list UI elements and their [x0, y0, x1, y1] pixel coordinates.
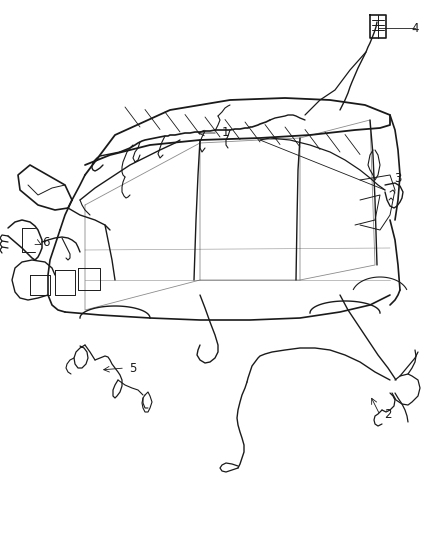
Text: 5: 5	[129, 361, 137, 375]
Text: 3: 3	[394, 172, 402, 184]
Text: 6: 6	[42, 237, 50, 249]
Text: 4: 4	[411, 21, 419, 35]
Text: 1: 1	[221, 126, 229, 140]
Text: 2: 2	[384, 408, 392, 422]
